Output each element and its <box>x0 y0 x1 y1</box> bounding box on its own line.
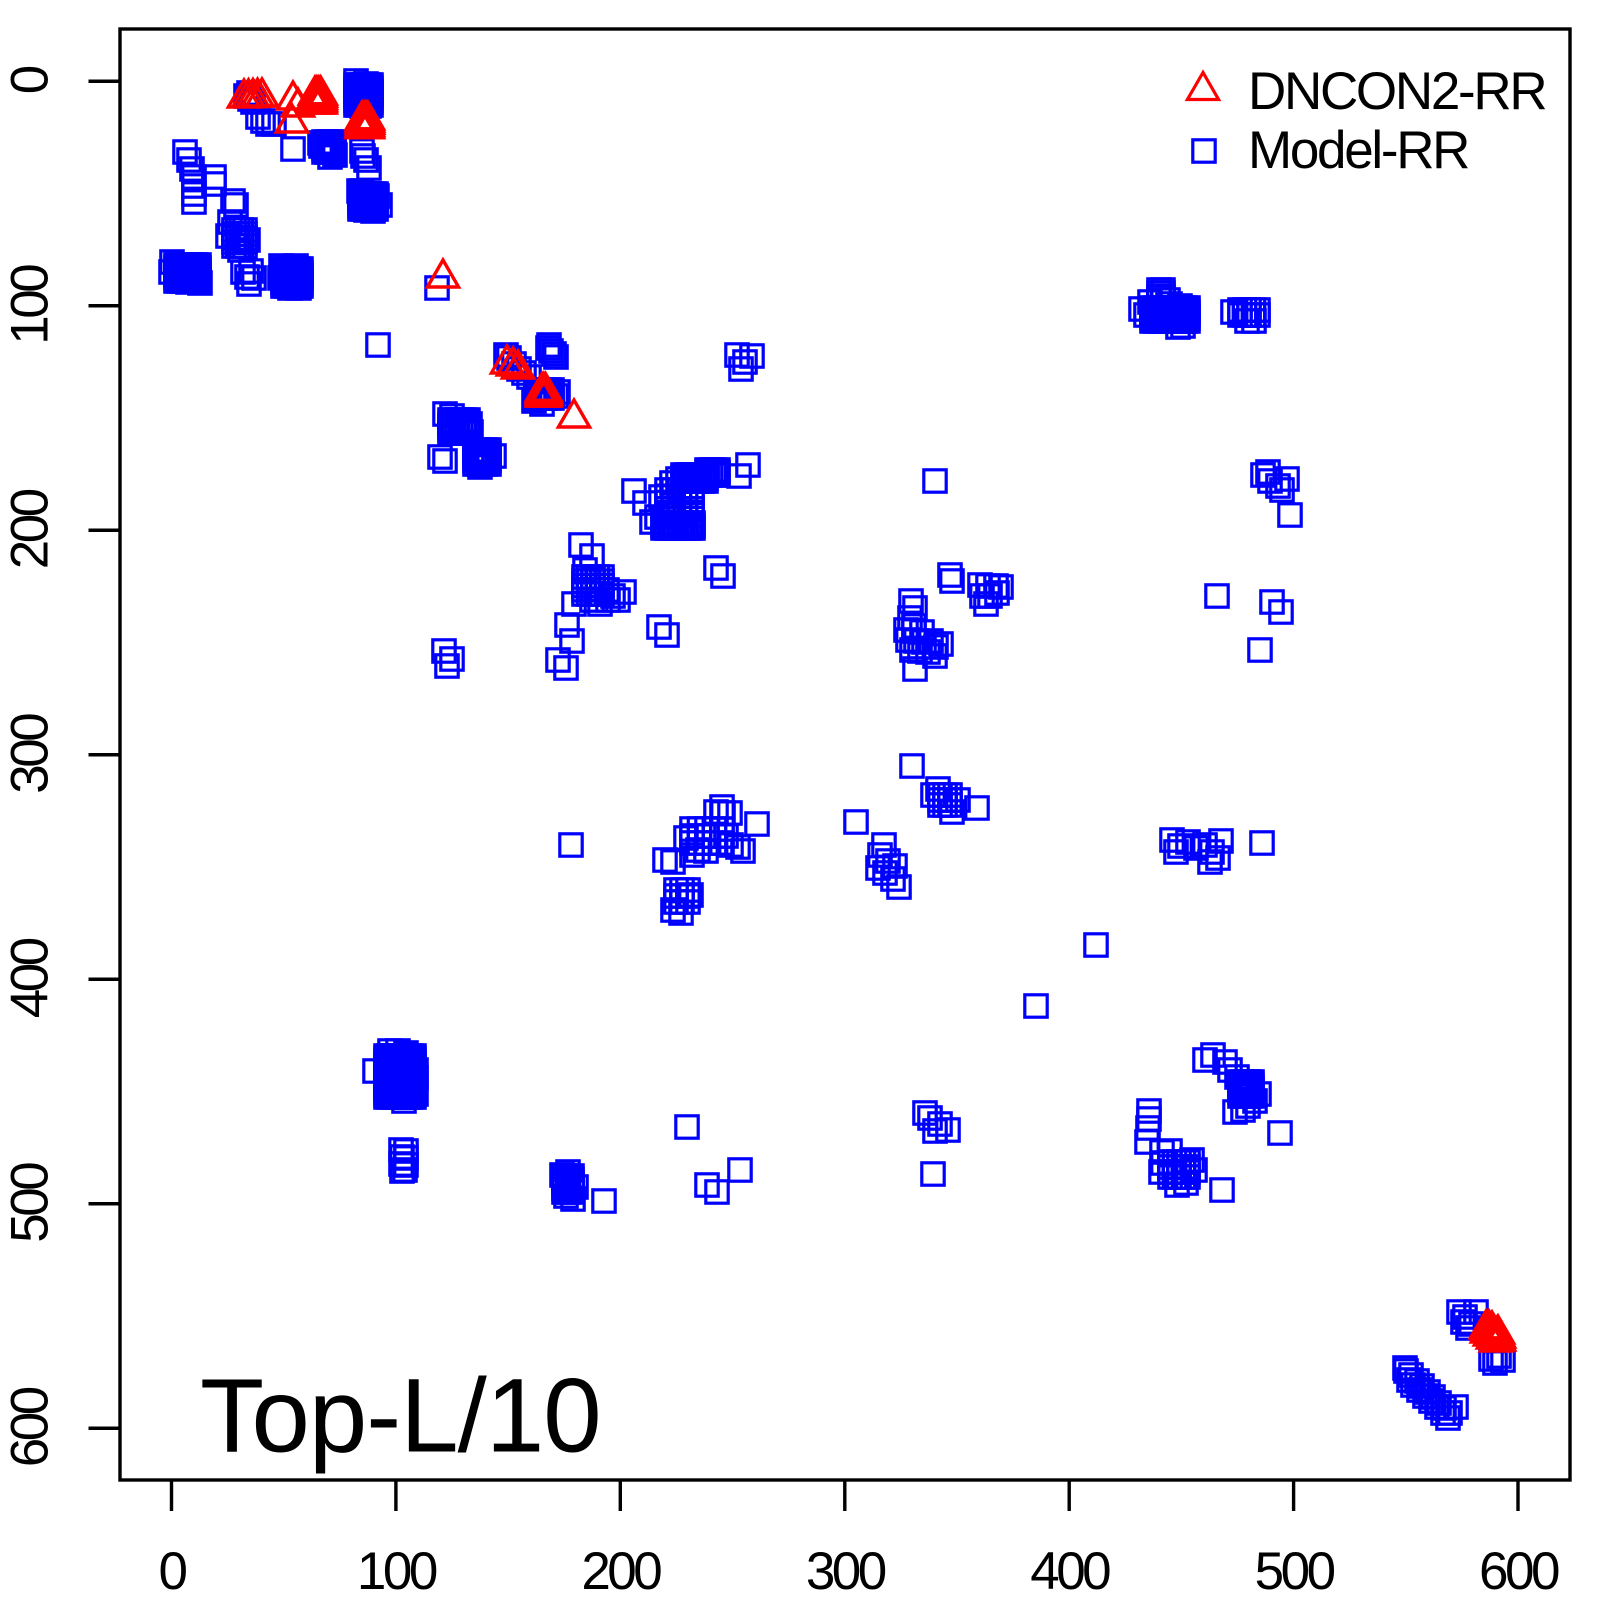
svg-text:0: 0 <box>1 66 60 94</box>
svg-text:400: 400 <box>1030 1542 1110 1600</box>
svg-text:DNCON2-RR: DNCON2-RR <box>1248 62 1545 121</box>
svg-text:Model-RR: Model-RR <box>1248 121 1468 180</box>
svg-text:300: 300 <box>806 1542 886 1600</box>
svg-text:200: 200 <box>581 1542 661 1600</box>
svg-text:500: 500 <box>1255 1542 1335 1600</box>
svg-text:600: 600 <box>1479 1542 1559 1600</box>
svg-text:Top-L/10: Top-L/10 <box>200 1358 601 1475</box>
svg-text:600: 600 <box>1 1387 60 1467</box>
svg-text:0: 0 <box>159 1542 187 1600</box>
svg-text:300: 300 <box>1 714 60 794</box>
svg-text:200: 200 <box>1 489 60 569</box>
svg-text:500: 500 <box>1 1163 60 1243</box>
svg-text:100: 100 <box>357 1542 437 1600</box>
svg-text:400: 400 <box>1 938 60 1018</box>
svg-text:100: 100 <box>1 265 60 345</box>
